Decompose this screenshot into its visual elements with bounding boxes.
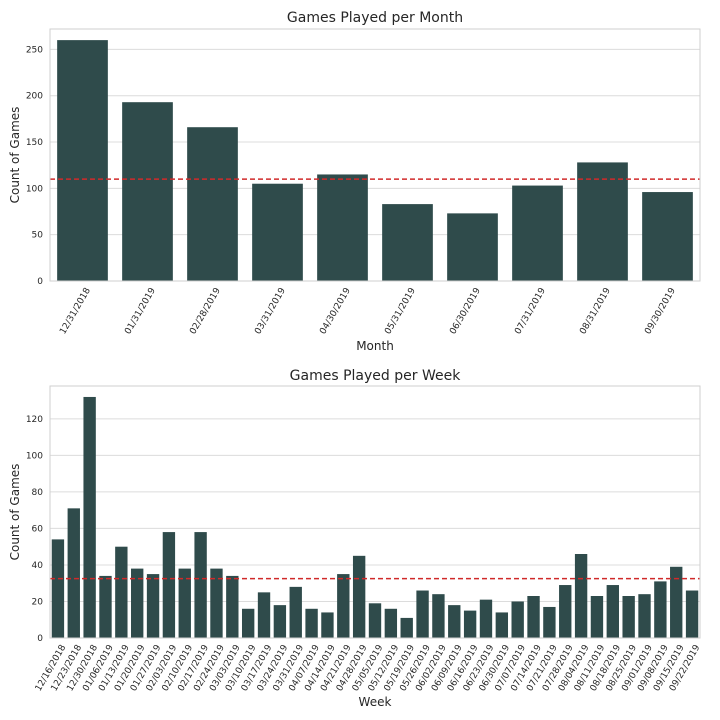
bar <box>670 566 683 638</box>
y-tick-label: 80 <box>32 488 44 498</box>
bar <box>622 596 635 638</box>
bar <box>252 183 303 281</box>
y-tick-label: 200 <box>26 92 43 102</box>
bar <box>543 606 556 638</box>
bar <box>642 192 693 281</box>
bar <box>368 603 382 638</box>
bar <box>479 599 493 638</box>
bar <box>317 174 368 281</box>
weekly-chart-ylabel: Count of Games <box>8 464 22 561</box>
bar <box>226 575 239 638</box>
x-tick-label: 09/30/2019 <box>643 286 678 336</box>
y-tick-label: 60 <box>32 524 44 534</box>
bar <box>382 204 433 281</box>
x-tick-label: 12/31/2018 <box>58 286 93 336</box>
bar <box>527 596 540 638</box>
x-tick-label: 06/30/2019 <box>448 286 483 336</box>
bar <box>495 612 509 638</box>
y-tick-label: 20 <box>32 597 44 607</box>
bar <box>577 162 628 281</box>
bar <box>305 608 318 638</box>
bar <box>590 596 604 638</box>
bar <box>638 594 651 638</box>
bar <box>606 585 619 638</box>
bar <box>131 568 144 638</box>
y-tick-label: 40 <box>32 561 44 571</box>
weekly-chart-bars <box>51 396 699 638</box>
weekly-chart-frame <box>49 385 701 639</box>
bar <box>51 539 65 638</box>
y-tick-label: 100 <box>26 184 43 194</box>
weekly-chart-xlabel: Week <box>359 695 392 709</box>
bar <box>337 574 350 638</box>
y-tick-label: 100 <box>26 451 43 461</box>
x-tick-label: 07/31/2019 <box>513 286 548 336</box>
y-tick-label: 150 <box>26 138 43 148</box>
x-tick-label: 05/31/2019 <box>383 286 418 336</box>
monthly-chart-ylabel: Count of Games <box>8 107 22 204</box>
bar <box>83 396 96 638</box>
y-tick-label: 250 <box>26 45 43 55</box>
x-tick-label: 02/28/2019 <box>188 286 223 336</box>
bar <box>178 568 191 638</box>
weekly-chart-xticks: 12/16/201812/23/201812/30/201801/06/2019… <box>34 643 703 693</box>
x-tick-label: 08/31/2019 <box>578 286 613 336</box>
bar <box>511 601 524 638</box>
x-tick-label: 01/31/2019 <box>123 286 158 336</box>
bar <box>57 40 108 281</box>
bar <box>115 546 128 638</box>
monthly-chart-xlabel: Month <box>356 339 394 353</box>
bar <box>400 617 413 638</box>
y-tick-label: 0 <box>37 277 43 287</box>
weekly-chart-title: Games Played per Week <box>290 368 462 384</box>
bar <box>432 594 445 638</box>
y-tick-label: 120 <box>26 415 43 425</box>
bar <box>273 605 287 638</box>
bar <box>241 608 255 638</box>
bar <box>146 574 160 638</box>
bar <box>447 213 498 281</box>
bar <box>162 532 176 638</box>
weekly-chart: Games Played per Week Week Count of Game… <box>8 368 703 709</box>
bar <box>574 554 588 638</box>
x-tick-label: 03/31/2019 <box>253 286 288 336</box>
bar <box>67 508 80 638</box>
bar <box>559 585 572 638</box>
y-tick-label: 0 <box>37 634 43 644</box>
bar <box>257 592 271 638</box>
monthly-chart-frame <box>49 28 701 282</box>
bar <box>448 605 461 638</box>
bar <box>685 590 699 638</box>
monthly-chart-title: Games Played per Month <box>287 10 463 26</box>
monthly-chart-yticks: 0 50 100 150 200 250 <box>26 45 43 287</box>
bar <box>321 612 334 638</box>
bar <box>352 555 366 638</box>
bar <box>416 590 429 638</box>
bar <box>289 586 302 638</box>
bar <box>463 610 477 638</box>
bar <box>187 127 238 282</box>
bar <box>122 102 173 281</box>
bar <box>512 185 563 281</box>
weekly-chart-yticks: 0 20 40 60 80 100 120 <box>26 415 43 644</box>
bar <box>99 575 112 638</box>
bar <box>384 608 398 638</box>
monthly-chart-bars <box>57 40 693 282</box>
x-tick-label: 04/30/2019 <box>318 286 353 336</box>
y-tick-label: 50 <box>32 231 44 241</box>
bar <box>194 532 207 638</box>
bar <box>654 581 667 638</box>
bar <box>210 568 223 638</box>
monthly-chart: Games Played per Month Month Count of Ga… <box>8 10 701 353</box>
monthly-chart-xticks: 12/31/2018 01/31/2019 02/28/2019 03/31/2019… <box>58 286 678 336</box>
